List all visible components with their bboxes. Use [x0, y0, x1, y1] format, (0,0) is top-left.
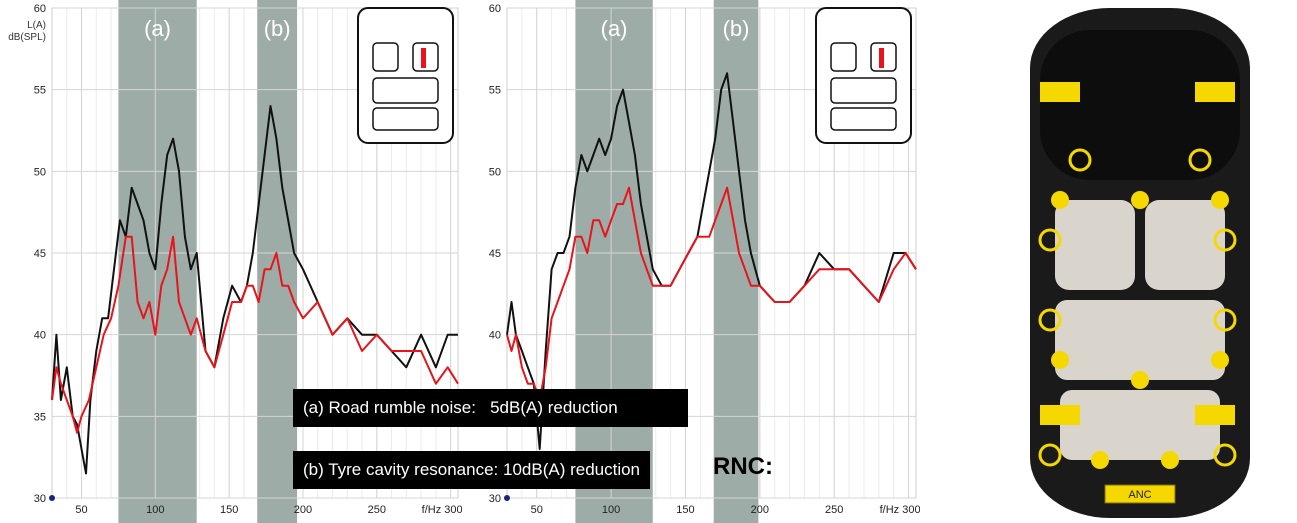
x-tick-label: 100 [146, 504, 164, 516]
x-tick-label: 150 [220, 504, 238, 516]
y-tick-label: 55 [489, 85, 501, 97]
x-tick-label: 200 [294, 504, 312, 516]
seat-icon [870, 42, 897, 72]
shaded-band [575, 0, 653, 523]
callout-road-rumble: (a) Road rumble noise: 5dB(A) reduction [293, 389, 688, 427]
x-tick-label: f/Hz 300 [880, 504, 920, 516]
car-top-view-icon: ANC [1030, 8, 1250, 518]
seat-icon [830, 77, 897, 104]
band-label: (b) [723, 16, 750, 41]
y-tick-label: 50 [34, 166, 46, 178]
seat-icon [830, 42, 857, 72]
seat-icon [830, 107, 897, 131]
actuator-icon [1040, 82, 1080, 102]
y-tick-label: 50 [489, 166, 501, 178]
speaker-icon [1213, 308, 1237, 332]
y-tick-label: 45 [34, 248, 46, 260]
x-tick-label: 150 [676, 504, 694, 516]
actuators [1040, 82, 1235, 469]
y-axis-title: L(A) [27, 20, 46, 31]
chart-left: (a) (b) 30 35 40 45 50 55 60 50 100 150 200 250 f/Hz 3… [8, 0, 462, 523]
speaker-icon [1038, 228, 1062, 252]
actuator-icon [1195, 405, 1235, 425]
x-tick-label: 50 [531, 504, 543, 516]
shaded-band [713, 0, 759, 523]
band-label: (a) [144, 16, 171, 41]
callout-tyre-cavity: (b) Tyre cavity resonance: 10dB(A) reduc… [293, 451, 651, 489]
microphone-icon [1091, 451, 1109, 469]
anc-unit [1104, 484, 1176, 504]
axis-origin-marker [504, 495, 510, 501]
axis-origin-marker [49, 495, 55, 501]
band-label: (a) [601, 16, 628, 41]
x-tick-label: 250 [368, 504, 386, 516]
seat-front-right [1145, 200, 1225, 290]
y-tick-label: 60 [34, 3, 46, 15]
x-tick-label: 250 [825, 504, 843, 516]
microphone-icon [1051, 191, 1069, 209]
seat-icon [372, 77, 439, 104]
actuator-icon [1040, 405, 1080, 425]
microphone-icon [1211, 191, 1229, 209]
y-tick-label: 60 [489, 3, 501, 15]
seat-icon [372, 107, 439, 131]
shaded-band [118, 0, 197, 523]
x-tick-label: 200 [751, 504, 769, 516]
x-tick-label: f/Hz 300 [422, 504, 462, 516]
speaker-icon [1188, 148, 1212, 172]
x-tick-label: 50 [75, 504, 87, 516]
listener-position-marker [879, 48, 884, 68]
microphone-icon [1051, 351, 1069, 369]
y-axis-unit: dB(SPL) [8, 32, 46, 43]
seat-rear-row [1060, 390, 1220, 460]
seat-map-icon [815, 7, 912, 144]
x-tick-label: 100 [602, 504, 620, 516]
series-after-line [506, 186, 917, 401]
seat-middle-row [1055, 300, 1225, 380]
microphone-icon [1131, 191, 1149, 209]
y-tick-label: 40 [489, 330, 501, 342]
y-tick-label: 40 [34, 330, 46, 342]
listener-position-marker [421, 48, 426, 68]
speaker-icon [1213, 228, 1237, 252]
seat-icon [372, 42, 399, 72]
microphone-icon [1161, 451, 1179, 469]
anc-label: ANC [1128, 489, 1151, 501]
car-hood [1040, 30, 1240, 180]
y-tick-label: 55 [34, 85, 46, 97]
speaker-icon [1068, 148, 1092, 172]
y-tick-label: 45 [489, 248, 501, 260]
y-tick-label: 35 [34, 411, 46, 423]
speaker-icon [1038, 308, 1062, 332]
seat-icon [412, 42, 439, 72]
microphone-icon [1131, 371, 1149, 389]
seat-front-left [1055, 200, 1135, 290]
speaker-icon [1038, 443, 1062, 467]
speaker-icon [1213, 443, 1237, 467]
rnc-label: RNC: [713, 453, 773, 480]
y-tick-label: 30 [34, 493, 46, 505]
y-tick-label: 30 [489, 493, 501, 505]
speakers [1038, 148, 1237, 467]
series-after-line [51, 235, 459, 434]
band-label: (b) [264, 16, 291, 41]
microphone-icon [1211, 351, 1229, 369]
actuator-icon [1195, 82, 1235, 102]
seat-map-icon [357, 7, 454, 144]
